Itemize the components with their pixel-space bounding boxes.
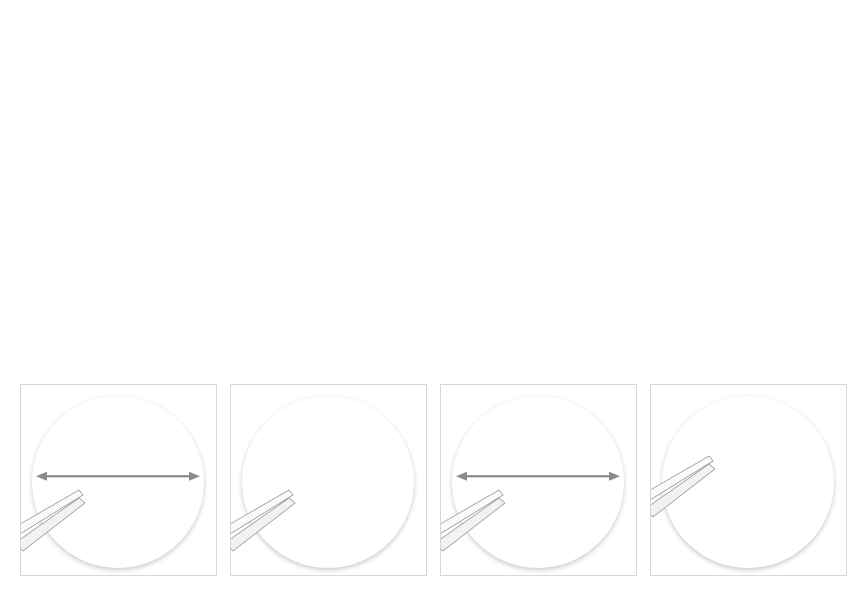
tweezers-icon xyxy=(230,489,296,552)
legend-line-swatch xyxy=(738,42,770,45)
photo-panel-zr xyxy=(439,384,637,576)
legend xyxy=(296,6,337,56)
legend-line-swatch xyxy=(296,17,328,20)
legend-item xyxy=(296,6,337,31)
tweezers-icon xyxy=(650,455,716,518)
scale-annotation xyxy=(454,467,622,489)
legend-item xyxy=(738,31,779,56)
xrd-chart-ni xyxy=(0,0,433,368)
sample-photos-row xyxy=(0,368,866,589)
legend-item xyxy=(738,6,779,31)
y-axis-label xyxy=(434,69,460,239)
tweezers-icon xyxy=(440,489,506,552)
scale-arrow-icon xyxy=(36,471,200,481)
legend-line-swatch xyxy=(296,42,328,45)
xrd-charts-row xyxy=(0,0,866,368)
tweezers-icon xyxy=(20,489,86,552)
photo-panel-ni xyxy=(19,384,217,576)
photo-panel-ni3n xyxy=(229,384,427,576)
scale-arrow-icon xyxy=(456,471,620,481)
photo-panel-zrn xyxy=(649,384,847,576)
legend-line-swatch xyxy=(738,17,770,20)
legend xyxy=(738,6,779,56)
legend-item xyxy=(296,31,337,56)
scale-annotation xyxy=(34,467,202,489)
xrd-plot-zr xyxy=(433,0,866,368)
xrd-plot-ni xyxy=(0,0,433,368)
xrd-chart-zr xyxy=(433,0,866,368)
y-axis-label xyxy=(1,69,27,239)
